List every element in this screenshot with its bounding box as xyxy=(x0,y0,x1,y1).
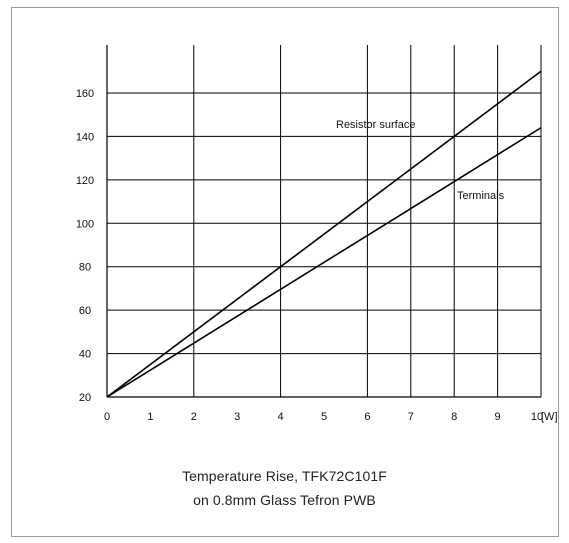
x-tick-label-5: 5 xyxy=(321,411,327,423)
x-tick-label-1: 1 xyxy=(147,411,153,423)
y-tick-label-140: 140 xyxy=(76,131,94,143)
y-tick-label-20: 20 xyxy=(79,392,91,404)
x-unit-label: [W] xyxy=(541,411,558,423)
x-tick-label-3: 3 xyxy=(234,411,240,423)
caption-line-1: Temperature Rise, TFK72C101F xyxy=(182,468,387,484)
tick-labels: 20 40 60 80 100 120 140 160 0 1 2 3 4 5 6 7 8 9 10[W] xyxy=(76,88,558,423)
y-tick-label-80: 80 xyxy=(79,262,91,274)
annotation-terminals: Terminals xyxy=(457,190,505,202)
y-tick-label-60: 60 xyxy=(79,305,91,317)
y-tick-label-160: 160 xyxy=(76,88,94,100)
series-line-resistor-surface xyxy=(106,70,542,398)
y-tick-label-100: 100 xyxy=(76,218,94,230)
x-tick-label-7: 7 xyxy=(408,411,414,423)
annotations: Resistor surface Terminals xyxy=(336,119,505,202)
caption-line-2: on 0.8mm Glass Tefron PWB xyxy=(193,492,376,508)
series-lines xyxy=(106,70,542,398)
x-tick-label-0: 0 xyxy=(104,411,110,423)
series-line-terminals xyxy=(106,127,542,398)
x-tick-label-2: 2 xyxy=(191,411,197,423)
x-tick-label-9: 9 xyxy=(495,411,501,423)
y-tick-label-40: 40 xyxy=(79,349,91,361)
x-tick-label-10: 10 xyxy=(531,411,543,423)
axes xyxy=(106,45,541,398)
grid xyxy=(107,45,542,397)
chart-frame xyxy=(11,7,559,537)
x-tick-label-8: 8 xyxy=(451,411,457,423)
x-tick-label-4: 4 xyxy=(278,411,284,423)
x-tick-label-6: 6 xyxy=(364,411,370,423)
y-tick-label-120: 120 xyxy=(76,175,94,187)
annotation-resistor-surface: Resistor surface xyxy=(336,119,415,131)
